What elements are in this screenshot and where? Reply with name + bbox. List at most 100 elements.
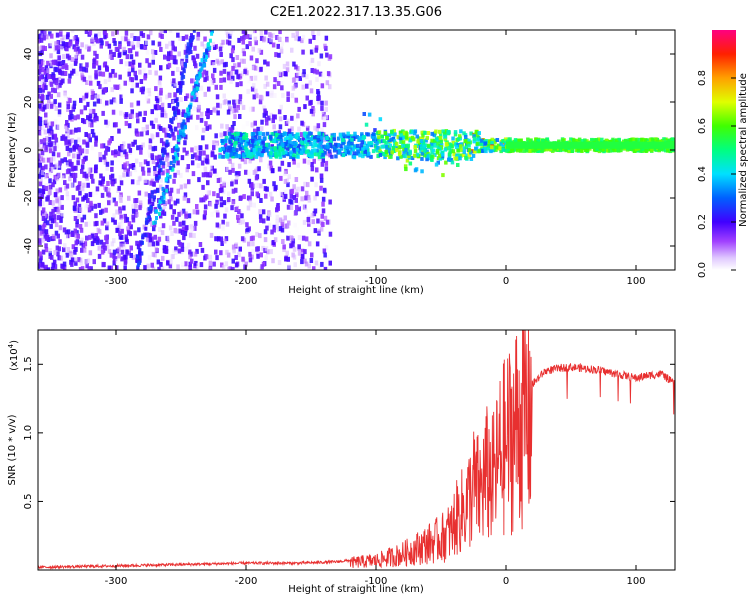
spectrogram-track-cell — [185, 58, 189, 63]
spectrogram-noise-cell — [169, 187, 174, 193]
spectrogram-noise-cell — [75, 219, 79, 224]
spectrogram-signal-cell — [218, 148, 222, 153]
spectrogram-noise-cell — [130, 113, 134, 119]
spectrogram-signal-cell — [637, 137, 641, 142]
spectrogram-noise-cell — [166, 56, 170, 61]
spectrogram-noise-cell — [313, 68, 317, 74]
spectrogram-noise-cell — [119, 214, 123, 220]
spectrogram-noise-cell — [51, 208, 55, 214]
spectrogram-noise-cell — [298, 76, 302, 81]
spectrogram-noise-cell — [66, 133, 70, 139]
spectrogram-signal-cell — [282, 153, 286, 158]
spectrogram-noise-cell — [231, 266, 235, 270]
spectrogram-noise-cell — [124, 234, 128, 240]
spectrogram-noise-cell — [160, 34, 164, 39]
spectrogram-noise-cell — [113, 98, 117, 104]
spectrogram-noise-cell — [95, 186, 100, 192]
spectrogram-noise-cell — [82, 182, 86, 188]
spectrogram-noise-cell — [299, 132, 304, 138]
spectrogram-noise-cell — [216, 110, 220, 116]
spectrogram-noise-cell — [267, 115, 271, 121]
spectrogram-noise-cell — [55, 188, 59, 194]
spectrogram-noise-cell — [251, 249, 255, 255]
spectrogram-signal-cell — [392, 139, 397, 144]
colorbar-tick-label: 0.4 — [697, 166, 708, 182]
spectrogram-noise-cell — [171, 152, 176, 157]
spectrogram-signal-cell — [358, 136, 363, 141]
spectrogram-noise-cell — [295, 205, 299, 210]
spectrogram-track-cell — [180, 72, 184, 77]
spectrogram-signal-cell — [313, 148, 317, 153]
spectrogram-noise-cell — [123, 80, 127, 86]
spectrogram-signal-cell — [360, 132, 364, 137]
spectrogram-noise-cell — [226, 252, 231, 258]
spectrogram-signal-cell — [360, 150, 364, 155]
spectrogram-signal-cell — [367, 151, 371, 156]
spectrogram-noise-cell — [230, 48, 235, 54]
spectrogram-noise-cell — [310, 166, 315, 172]
spectrogram-noise-cell — [179, 118, 183, 124]
spectrogram-noise-cell — [293, 121, 298, 127]
spectrogram-noise-cell — [65, 169, 70, 175]
spectrogram-signal-cell — [334, 154, 338, 159]
spectrogram-noise-cell — [182, 147, 186, 153]
spectrogram-noise-cell — [44, 243, 48, 249]
spectrogram-noise-cell — [240, 36, 244, 42]
spectrogram-noise-cell — [38, 225, 43, 231]
spectrogram-noise-cell — [188, 249, 192, 255]
spectrogram-noise-cell — [48, 251, 52, 257]
spectrogram-noise-cell — [101, 176, 105, 182]
spectrogram-signal-cell — [291, 141, 295, 146]
spectrogram-noise-cell — [87, 133, 91, 139]
spectrogram-noise-cell — [171, 131, 175, 137]
spectrogram-noise-cell — [90, 122, 94, 128]
spectrogram-noise-cell — [229, 109, 234, 115]
spectrogram-noise-cell — [106, 244, 110, 250]
spectrogram-signal-cell — [441, 173, 445, 178]
spectrogram-signal-cell — [254, 145, 258, 150]
spectrogram-noise-cell — [209, 170, 213, 176]
spectrogram-noise-cell — [38, 258, 43, 264]
spectrogram-noise-cell — [52, 59, 56, 65]
spectrogram-noise-cell — [186, 164, 190, 169]
spectrogram-noise-cell — [138, 254, 142, 260]
spectrogram-noise-cell — [89, 119, 94, 125]
spectrogram-noise-cell — [122, 243, 127, 249]
spectrogram-noise-cell — [235, 174, 239, 180]
spectrogram-noise-cell — [222, 62, 227, 68]
spectrogram-noise-cell — [48, 247, 52, 253]
spectrogram-noise-cell — [105, 100, 109, 106]
spectrogram-noise-cell — [44, 235, 49, 241]
spectrogram-noise-cell — [296, 202, 300, 208]
spectrogram-noise-cell — [203, 210, 207, 216]
spectrogram-signal-cell — [326, 145, 330, 150]
spectrogram-signal-cell — [472, 136, 477, 141]
spectrogram-noise-cell — [176, 183, 181, 189]
spectrogram-signal-cell — [501, 147, 505, 152]
spectrogram-signal-cell — [413, 129, 418, 134]
spectrogram-noise-cell — [69, 172, 74, 178]
spectrogram-signal-cell — [325, 136, 329, 140]
spectrogram-noise-cell — [78, 146, 82, 152]
spectrogram-noise-cell — [153, 145, 158, 151]
spectrogram-noise-cell — [53, 264, 58, 270]
colorbar: 0.00.20.40.60.8 Normalized spectral ampl… — [697, 30, 749, 278]
spectrogram-noise-cell — [111, 217, 115, 223]
spectrogram-signal-cell — [309, 142, 313, 147]
spectrogram-noise-cell — [286, 204, 291, 210]
spectrogram-signal-cell — [234, 154, 238, 159]
spectrogram-noise-cell — [46, 68, 50, 74]
spectrogram-noise-cell — [163, 30, 167, 34]
spectrogram-noise-cell — [168, 41, 172, 47]
spectrogram-noise-cell — [213, 154, 217, 160]
spectrogram-noise-cell — [304, 195, 308, 201]
spectrogram-noise-cell — [158, 227, 162, 232]
spectrogram-noise-cell — [56, 233, 60, 239]
spectrogram-noise-cell — [278, 30, 282, 35]
spectrogram-noise-cell — [250, 191, 254, 197]
spectrogram-noise-cell — [63, 71, 68, 76]
spectrogram-track-cell — [198, 72, 202, 77]
spectrogram-noise-cell — [60, 37, 64, 43]
spectrogram-signal-cell — [382, 144, 386, 149]
spectrogram-noise-cell — [319, 177, 324, 183]
